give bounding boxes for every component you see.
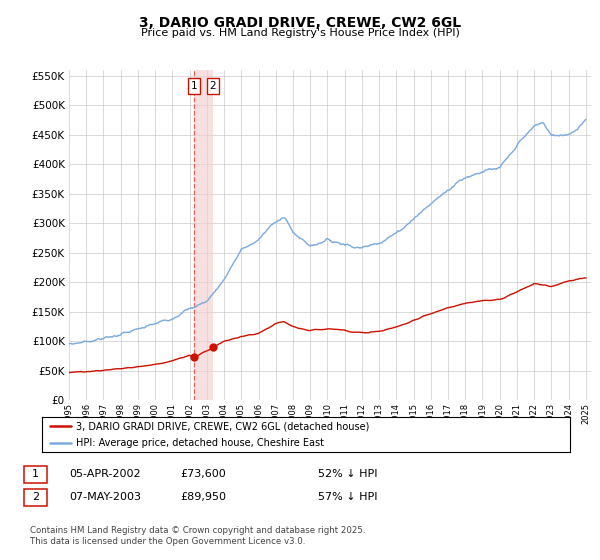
Text: Contains HM Land Registry data © Crown copyright and database right 2025.
This d: Contains HM Land Registry data © Crown c…	[30, 526, 365, 546]
Text: 3, DARIO GRADI DRIVE, CREWE, CW2 6GL: 3, DARIO GRADI DRIVE, CREWE, CW2 6GL	[139, 16, 461, 30]
Bar	[194, 70, 213, 400]
Text: Price paid vs. HM Land Registry's House Price Index (HPI): Price paid vs. HM Land Registry's House …	[140, 28, 460, 38]
Text: 07-MAY-2003: 07-MAY-2003	[69, 492, 141, 502]
Text: 1: 1	[32, 469, 39, 479]
Text: 1: 1	[191, 81, 197, 91]
Text: HPI: Average price, detached house, Cheshire East: HPI: Average price, detached house, Ches…	[76, 438, 325, 448]
Text: £89,950: £89,950	[180, 492, 226, 502]
Text: £73,600: £73,600	[180, 469, 226, 479]
Text: 2: 2	[32, 492, 39, 502]
Text: 05-APR-2002: 05-APR-2002	[69, 469, 140, 479]
Text: 52% ↓ HPI: 52% ↓ HPI	[318, 469, 377, 479]
Text: 2: 2	[210, 81, 217, 91]
Text: 3, DARIO GRADI DRIVE, CREWE, CW2 6GL (detached house): 3, DARIO GRADI DRIVE, CREWE, CW2 6GL (de…	[76, 421, 370, 431]
Text: 57% ↓ HPI: 57% ↓ HPI	[318, 492, 377, 502]
